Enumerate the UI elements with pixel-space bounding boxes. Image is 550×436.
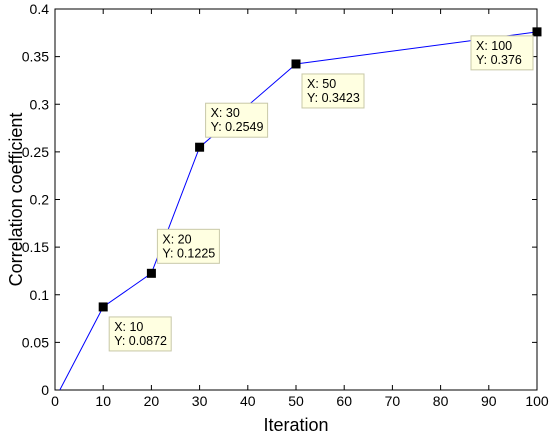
datatip-box bbox=[156, 228, 220, 264]
y-tick-label: 0.1 bbox=[30, 287, 50, 303]
x-tick-label: 40 bbox=[240, 393, 256, 409]
x-tick-label: 70 bbox=[385, 393, 401, 409]
datatip-y-text: Y: 0.1225 bbox=[162, 246, 215, 260]
y-tick-label: 0.25 bbox=[22, 144, 49, 160]
series-line bbox=[59, 31, 538, 391]
x-tick-label: 100 bbox=[525, 393, 549, 409]
datatip: X: 50Y: 0.3423 bbox=[301, 73, 365, 109]
y-axis-label: Correlation coefficient bbox=[6, 113, 26, 287]
datatip-y-text: Y: 0.2549 bbox=[211, 120, 264, 134]
data-marker bbox=[195, 142, 205, 152]
x-tick-label: 0 bbox=[51, 393, 59, 409]
data-marker bbox=[98, 302, 108, 312]
data-marker bbox=[532, 27, 542, 37]
y-tick-label: 0.15 bbox=[22, 239, 49, 255]
x-axis-label: Iteration bbox=[263, 415, 328, 435]
datatip: X: 20Y: 0.1225 bbox=[156, 228, 220, 264]
datatip-y-text: Y: 0.0872 bbox=[114, 334, 167, 348]
datatip-x-text: X: 50 bbox=[307, 77, 336, 91]
datatip: X: 30Y: 0.2549 bbox=[205, 102, 269, 138]
datatip-x-text: X: 10 bbox=[114, 320, 143, 334]
data-marker bbox=[146, 268, 156, 278]
data-marker bbox=[291, 59, 301, 69]
datatip-x-text: X: 100 bbox=[476, 39, 512, 53]
y-tick-label: 0.05 bbox=[22, 334, 49, 350]
x-tick-label: 50 bbox=[288, 393, 304, 409]
x-tick-label: 90 bbox=[481, 393, 497, 409]
x-tick-label: 80 bbox=[433, 393, 449, 409]
datatip-y-text: Y: 0.376 bbox=[476, 53, 522, 67]
datatip-box bbox=[108, 316, 172, 352]
datatip-x-text: X: 20 bbox=[162, 232, 191, 246]
x-tick-label: 30 bbox=[192, 393, 208, 409]
x-tick-label: 20 bbox=[144, 393, 160, 409]
x-tick-label: 60 bbox=[336, 393, 352, 409]
y-tick-label: 0.4 bbox=[30, 1, 50, 17]
datatip-box bbox=[470, 35, 534, 71]
y-tick-label: 0.35 bbox=[22, 49, 49, 65]
datatip-x-text: X: 30 bbox=[211, 106, 240, 120]
y-tick-label: 0 bbox=[41, 382, 49, 398]
datatip-box bbox=[205, 102, 269, 138]
y-tick-label: 0.3 bbox=[30, 96, 50, 112]
y-tick-label: 0.2 bbox=[30, 192, 50, 208]
datatip-y-text: Y: 0.3423 bbox=[307, 91, 360, 105]
datatip: X: 10Y: 0.0872 bbox=[108, 316, 172, 352]
datatip-box bbox=[301, 73, 365, 109]
x-tick-label: 10 bbox=[95, 393, 111, 409]
